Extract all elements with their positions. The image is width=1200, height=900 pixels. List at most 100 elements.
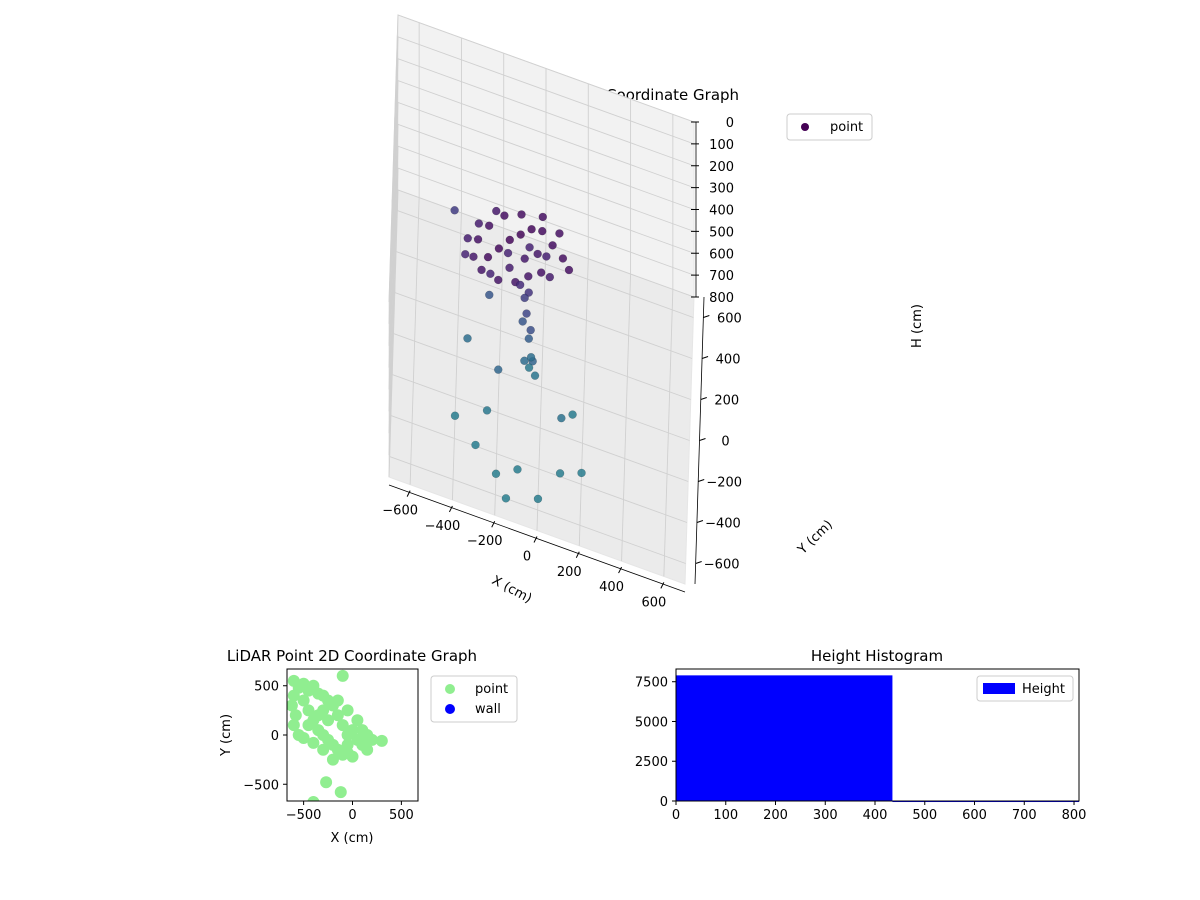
- chart-3d-y-tick-label: 0: [721, 435, 729, 450]
- chart-2d-point: [302, 704, 315, 717]
- chart-3d-point: [564, 265, 574, 275]
- chart-3d-point: [520, 254, 529, 263]
- chart-3d-point: [477, 265, 486, 275]
- chart-3d-point: [533, 494, 543, 504]
- chart-3d-legend-marker: [801, 123, 809, 131]
- chart-3d-x-tick: [448, 505, 453, 513]
- chart-3d-legend-label: point: [830, 120, 863, 135]
- chart-3d-point: [520, 356, 529, 366]
- histogram-y-tick-label: 5000: [635, 715, 668, 730]
- chart-3d-point: [538, 226, 547, 236]
- chart-2d-point: [331, 694, 344, 707]
- histogram-legend-label: Height: [1022, 682, 1065, 697]
- chart-2d-legend-marker-point: [445, 684, 455, 694]
- chart-3d-point: [473, 235, 483, 244]
- histogram-x-tick-label: 800: [1062, 808, 1087, 823]
- chart-2d: LiDAR Point 2D Coordinate Graph −500 0 500…: [219, 647, 518, 846]
- chart-3d-z-tick-label: 200: [709, 160, 734, 175]
- chart-3d-point: [513, 465, 522, 474]
- chart-2d-points: [287, 669, 388, 801]
- chart-2d-point: [375, 734, 388, 747]
- chart-3d-grid-z: [388, 14, 695, 303]
- chart-3d-x-tick: [618, 566, 623, 574]
- chart-3d-point: [501, 494, 511, 503]
- chart-3d-point: [461, 249, 470, 259]
- chart-3d-point: [536, 268, 546, 277]
- chart-3d-y-ticks: −600 −400 −200 0 200 400 600: [694, 296, 742, 585]
- chart-3d-grid-z: [388, 101, 695, 390]
- chart-3d-point: [568, 410, 577, 419]
- chart-2d-legend-label-point: point: [475, 682, 508, 697]
- chart-3d-legend: point: [786, 113, 873, 141]
- chart-2d-point: [302, 719, 315, 732]
- chart-3d-point: [463, 334, 472, 343]
- histogram-x-tick-label: 200: [763, 808, 788, 823]
- chart-3d-point: [469, 252, 478, 261]
- chart-3d-x-tick-label: 200: [557, 565, 582, 580]
- chart-3d-point: [494, 275, 503, 285]
- chart-3d-y-axis-label: Y (cm): [795, 517, 836, 558]
- chart-3d-point: [484, 221, 494, 230]
- chart-3d-point: [482, 406, 492, 415]
- chart-2d-point: [287, 719, 300, 732]
- histogram-x-ticks: 0 100 200 300 400 500 600 700 800: [672, 801, 1087, 823]
- chart-3d-y-tick-label: 600: [717, 312, 742, 327]
- histogram-x-tick-label: 100: [713, 808, 738, 823]
- chart-2d-x-tick-label: 0: [348, 808, 356, 823]
- chart-3d-points: [450, 206, 586, 504]
- histogram-x-tick-label: 300: [813, 808, 838, 823]
- chart-2d-point: [317, 743, 330, 756]
- chart-3d-y-tick: [695, 561, 702, 564]
- chart-3d-point: [525, 243, 534, 252]
- chart-3d-point: [526, 325, 535, 335]
- chart-3d-point: [557, 413, 566, 423]
- chart-3d-grid-z: [388, 79, 695, 368]
- chart-3d-point: [524, 363, 534, 372]
- histogram-x-tick-label: 500: [912, 808, 937, 823]
- chart-2d-point: [361, 729, 374, 741]
- chart-3d-x-axis-line: [388, 484, 686, 593]
- chart-2d-point: [336, 719, 349, 732]
- chart-2d-y-tick-label: −500: [243, 778, 279, 793]
- chart-3d: LiDAR Point 3D Coordinate Graph −600−400…: [382, 14, 925, 610]
- chart-2d-point: [341, 738, 354, 751]
- chart-2d-point: [351, 714, 364, 727]
- chart-3d-z-tick-label: 700: [709, 269, 734, 284]
- chart-2d-x-axis-label: X (cm): [331, 831, 374, 846]
- chart-2d-point: [346, 750, 359, 763]
- chart-2d-point: [322, 694, 335, 707]
- chart-2d-legend-marker-wall: [445, 704, 455, 714]
- histogram-x-tick-label: 700: [1012, 808, 1037, 823]
- chart-3d-z-axis-label: H (cm): [910, 304, 925, 348]
- histogram-legend: Height: [976, 675, 1074, 702]
- chart-3d-x-tick-label: −200: [467, 534, 503, 549]
- chart-2d-legend-label-wall: wall: [475, 702, 501, 717]
- chart-2d-point: [297, 731, 310, 744]
- chart-2d-point: [346, 724, 359, 737]
- chart-3d-y-tick-label: 400: [716, 353, 741, 368]
- chart-3d-point: [545, 272, 555, 282]
- chart-3d-z-ticks: 0 100 200 300 400 500 600 700 800: [691, 116, 734, 306]
- chart-3d-z-tick-label: 100: [709, 138, 734, 153]
- chart-3d-point: [486, 269, 495, 279]
- chart-2d-point: [289, 709, 302, 722]
- chart-3d-y-tick-label: −200: [706, 476, 742, 491]
- histogram-legend-swatch: [983, 683, 1015, 694]
- chart-3d-point: [485, 290, 494, 300]
- chart-2d-point: [320, 776, 333, 789]
- chart-3d-point: [471, 440, 480, 450]
- chart-3d-point: [520, 293, 529, 303]
- chart-3d-grid-z: [388, 123, 695, 412]
- chart-3d-y-tick: [698, 479, 705, 482]
- chart-3d-grid-z: [388, 145, 695, 434]
- chart-3d-point: [517, 210, 526, 219]
- chart-3d-x-tick-label: −600: [382, 504, 418, 519]
- chart-3d-point: [474, 219, 484, 228]
- chart-3d-point: [522, 309, 531, 318]
- chart-3d-x-tick-label: 600: [641, 595, 666, 610]
- chart-3d-legend-box: [786, 113, 873, 141]
- chart-3d-x-tick: [533, 536, 538, 543]
- chart-3d-point: [526, 352, 536, 362]
- chart-3d-grid: [388, 14, 695, 577]
